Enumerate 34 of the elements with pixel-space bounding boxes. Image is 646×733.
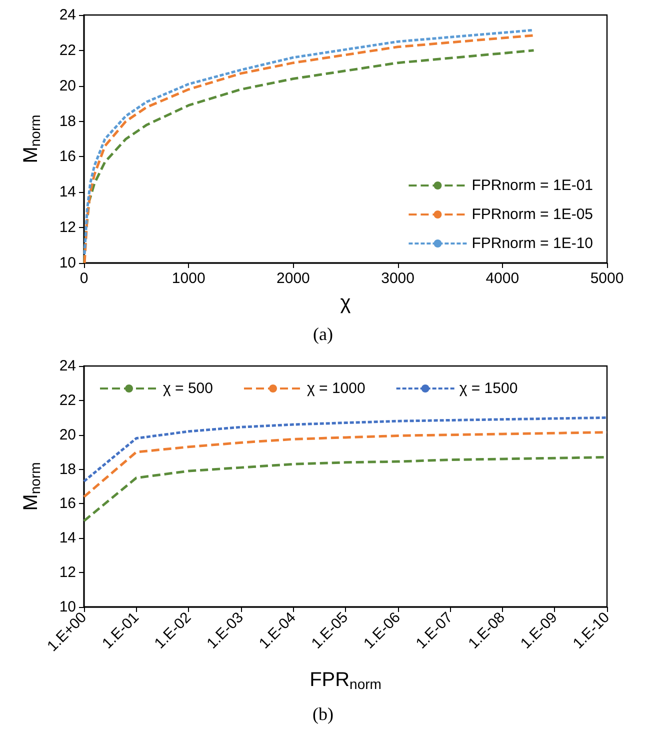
x-tick-label: 3000 — [381, 270, 414, 287]
legend-label: χ = 1500 — [459, 380, 518, 397]
y-axis-title: Mnorm — [20, 114, 43, 164]
legend-label: FPRnorm = 1E-10 — [472, 235, 593, 252]
x-tick-label: 2000 — [276, 270, 310, 287]
x-tick-label: 5000 — [590, 270, 624, 287]
legend-label: χ = 500 — [163, 380, 213, 397]
y-tick-label: 14 — [59, 184, 76, 201]
y-tick-label: 18 — [59, 112, 76, 130]
y-tick-label: 16 — [59, 495, 76, 512]
y-tick-label: 10 — [59, 254, 76, 272]
text: (b) — [312, 704, 334, 724]
x-tick-label: 4000 — [486, 270, 520, 287]
y-tick-label: 22 — [59, 42, 76, 59]
y-tick-label: 14 — [59, 530, 76, 547]
y-tick-label: 24 — [59, 6, 76, 24]
y-tick-label: 16 — [59, 148, 76, 166]
y-tick-label: 12 — [59, 219, 76, 236]
legend-label: χ = 1000 — [306, 380, 366, 397]
y-tick-label: 12 — [59, 564, 76, 582]
legend-label: FPRnorm = 1E-05 — [472, 206, 593, 223]
x-tick-label: 1000 — [172, 270, 206, 287]
x-tick-label: 0 — [80, 270, 88, 287]
y-tick-label: 22 — [59, 392, 76, 409]
y-tick-label: 18 — [59, 460, 76, 478]
y-tick-label: 24 — [59, 358, 76, 374]
line-series — [82, 416, 608, 483]
y-tick-label: 20 — [59, 77, 76, 94]
y-axis-title: Mnorm — [20, 462, 43, 511]
x-axis-title: χ — [340, 292, 352, 314]
y-tick-label: 10 — [59, 598, 76, 616]
y-tick-label: 20 — [59, 426, 76, 444]
legend-label: FPRnorm = 1E-01 — [472, 177, 593, 194]
text: (a) — [313, 324, 333, 344]
